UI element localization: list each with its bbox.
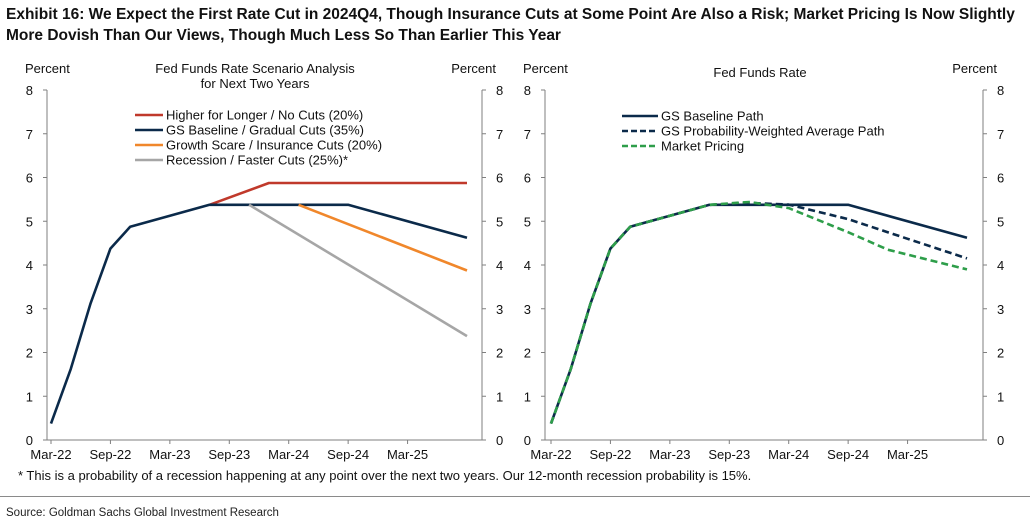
charts-svg: 0 0 1 1 2 2 3 3 4 4 5 5 6 6 7 7 8 8 Mar-22 Sep-22 Mar-23 Sep-… — [25, 61, 1004, 462]
y-tick-label-left: 2 — [524, 346, 531, 361]
y-tick-label-left: 3 — [26, 302, 33, 317]
y-tick-label-left: 8 — [26, 83, 33, 98]
series-line — [549, 200, 968, 425]
y-tick-label-left: 3 — [524, 302, 531, 317]
y-tick-label-left: 7 — [26, 127, 33, 142]
y-tick-label-right: 3 — [997, 302, 1004, 317]
y-tick-label-left: 2 — [26, 346, 33, 361]
y-tick-label-right: 8 — [496, 83, 503, 98]
chart-title: Fed Funds Rate — [713, 65, 806, 80]
y-tick-label-left: 1 — [524, 389, 531, 404]
legend-label: Market Pricing — [661, 139, 744, 154]
exhibit-title: Exhibit 16: We Expect the First Rate Cut… — [6, 6, 1015, 44]
y-tick-label-left: 7 — [524, 127, 531, 142]
y-tick-label-left: 4 — [524, 258, 531, 273]
legend-label: GS Baseline / Gradual Cuts (35%) — [166, 123, 364, 138]
y-tick-label-left: 4 — [26, 258, 33, 273]
y-tick-label-left: 0 — [26, 433, 33, 448]
y-tick-label-right: 2 — [496, 346, 503, 361]
chart-title: for Next Two Years — [201, 76, 310, 91]
x-tick-label: Mar-23 — [649, 447, 690, 462]
y-tick-label-right: 7 — [997, 127, 1004, 142]
y-tick-label-right: 8 — [997, 83, 1004, 98]
y-tick-label-right: 5 — [997, 214, 1004, 229]
x-tick-label: Mar-22 — [530, 447, 571, 462]
y-tick-label-left: 6 — [26, 171, 33, 186]
chart-title: Fed Funds Rate Scenario Analysis — [155, 61, 355, 76]
y-tick-label-right: 0 — [496, 433, 503, 448]
y-tick-label-left: 8 — [524, 83, 531, 98]
x-tick-label: Sep-24 — [827, 447, 869, 462]
y-tick-label-right: 6 — [997, 171, 1004, 186]
series-line — [49, 203, 468, 425]
y-tick-label-right: 4 — [997, 258, 1004, 273]
series-line — [248, 203, 468, 338]
legend-label: Growth Scare / Insurance Cuts (20%) — [166, 138, 382, 153]
footnote: * This is a probability of a recession h… — [18, 468, 752, 483]
y-tick-label-right: 4 — [496, 258, 503, 273]
x-tick-label: Mar-25 — [887, 447, 928, 462]
x-tick-label: Mar-24 — [268, 447, 309, 462]
y-tick-label-left: 1 — [26, 389, 33, 404]
x-tick-label: Mar-25 — [387, 447, 428, 462]
source-note: Source: Goldman Sachs Global Investment … — [6, 507, 279, 519]
y-tick-label-right: 3 — [496, 302, 503, 317]
y-tick-label-left: 5 — [524, 214, 531, 229]
divider — [0, 496, 1030, 497]
x-tick-label: Mar-23 — [149, 447, 190, 462]
y-tick-label-left: 6 — [524, 171, 531, 186]
y-tick-label-right: 7 — [496, 127, 503, 142]
y-tick-label-left: 0 — [524, 433, 531, 448]
x-tick-label: Sep-23 — [708, 447, 750, 462]
chart-left-scenarios: 0 0 1 1 2 2 3 3 4 4 5 5 6 6 7 7 8 8 Mar-22 Sep-22 Mar-23 Sep-… — [25, 61, 503, 462]
x-tick-label: Sep-24 — [327, 447, 369, 462]
chart-right-fed-funds: 0 0 1 1 2 2 3 3 4 4 5 5 6 6 7 7 8 8 Mar-22 Sep-22 Mar-23 Sep-… — [523, 61, 1004, 462]
legend-label: Recession / Faster Cuts (25%)* — [166, 153, 348, 168]
x-tick-label: Mar-24 — [768, 447, 809, 462]
y-tick-label-left: 5 — [26, 214, 33, 229]
legend-label: Higher for Longer / No Cuts (20%) — [166, 108, 363, 123]
x-tick-label: Sep-22 — [89, 447, 131, 462]
y-tick-label-right: 6 — [496, 171, 503, 186]
y-axis-label-right: Percent — [451, 61, 496, 76]
y-axis-label-right: Percent — [952, 61, 997, 76]
x-tick-label: Sep-23 — [208, 447, 250, 462]
x-tick-label: Mar-22 — [30, 447, 71, 462]
legend-label: GS Probability-Weighted Average Path — [661, 124, 885, 139]
x-tick-label: Sep-22 — [589, 447, 631, 462]
legend-label: GS Baseline Path — [661, 109, 764, 124]
y-tick-label-right: 5 — [496, 214, 503, 229]
y-tick-label-right: 1 — [997, 389, 1004, 404]
y-tick-label-right: 0 — [997, 433, 1004, 448]
series-line — [209, 181, 467, 207]
y-tick-label-right: 2 — [997, 346, 1004, 361]
series-line — [549, 201, 968, 425]
series-line — [298, 203, 468, 272]
y-tick-label-right: 1 — [496, 389, 503, 404]
y-axis-label-left: Percent — [25, 61, 70, 76]
y-axis-label-left: Percent — [523, 61, 568, 76]
